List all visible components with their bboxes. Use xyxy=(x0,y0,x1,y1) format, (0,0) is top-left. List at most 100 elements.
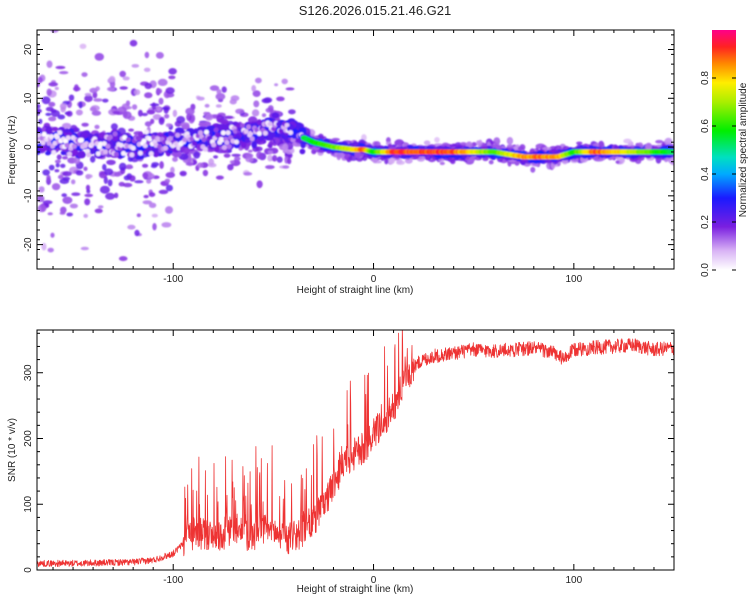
spectrogram-halo-cell xyxy=(186,113,192,121)
spectrogram-halo-cell xyxy=(103,176,108,184)
spectrogram-halo-cell xyxy=(132,104,138,110)
spectrogram-band-cell xyxy=(51,126,59,132)
spectrogram-halo-cell xyxy=(92,91,98,99)
spectrogram-ridge-cell xyxy=(201,137,207,143)
colorbar-tick-label: 0.6 xyxy=(700,119,711,133)
spectrogram-band-cell xyxy=(175,127,184,134)
spectrogram-band-cell xyxy=(77,150,86,159)
spectrogram-halo-cell xyxy=(45,112,52,116)
spectrogram-halo-cell xyxy=(143,194,149,199)
spectrogram-halo-cell xyxy=(216,89,222,95)
spectrogram-halo-cell xyxy=(71,179,76,185)
spectrogram-halo-cell xyxy=(47,212,53,216)
spectrogram-xtick-label: 100 xyxy=(565,274,582,285)
spectrogram-halo-cell xyxy=(255,77,262,84)
spectrogram-halo-cell xyxy=(288,109,296,115)
spectrogram-halo-cell xyxy=(227,164,234,171)
spectrogram-halo-cell xyxy=(165,87,175,94)
spectrogram-halo-cell xyxy=(114,171,121,177)
spectrogram-ytick-label: 10 xyxy=(23,92,34,104)
spectrogram-ridge-cell xyxy=(211,142,217,148)
spectrogram-halo-cell xyxy=(265,165,275,170)
colorbar-gradient xyxy=(712,30,736,270)
spectrogram-halo-cell xyxy=(245,153,254,159)
spectrogram-ridge-cell xyxy=(130,145,136,151)
spectrogram-halo-cell xyxy=(48,116,57,122)
spectrogram-halo-cell xyxy=(47,247,54,253)
spectrogram-ridge-cell xyxy=(137,150,143,156)
spectrogram-ridge-cell xyxy=(155,136,161,142)
spectrogram-halo-cell xyxy=(143,67,151,73)
spectrogram-halo-cell xyxy=(230,95,240,102)
spectrogram-halo-cell xyxy=(193,151,201,159)
spectrogram-halo-cell xyxy=(196,96,205,101)
spectrogram-band-cell xyxy=(94,133,100,138)
spectrogram-halo-cell xyxy=(95,86,100,91)
spectrogram-halo-cell xyxy=(151,213,158,218)
spectrogram-ridge-cell xyxy=(65,135,71,141)
spectrogram-ridge-cell xyxy=(121,150,126,156)
spectrogram-halo-cell xyxy=(144,121,152,127)
spectrogram-halo-cell xyxy=(619,158,625,162)
spectrogram-x-label: Height of straight line (km) xyxy=(297,285,414,296)
spectrogram-halo-cell xyxy=(144,82,153,90)
spectrogram-halo-cell xyxy=(267,105,274,112)
spectrogram-ridge-cell xyxy=(40,140,46,146)
spectrogram-halo-cell xyxy=(535,143,546,150)
spectrogram-halo-cell xyxy=(136,213,141,218)
spectrogram-band-cell xyxy=(299,148,306,155)
spectrogram-halo-cell xyxy=(150,118,155,125)
spectrogram-halo-cell xyxy=(281,78,288,85)
spectrogram-halo-cell xyxy=(256,151,263,160)
spectrogram-halo-cell xyxy=(110,123,118,131)
spectrogram-halo-cell xyxy=(156,88,163,94)
spectrogram-halo-cell xyxy=(54,169,60,173)
spectrogram-ridge-cell xyxy=(246,124,251,130)
spectrogram-halo-cell xyxy=(105,192,116,200)
spectrogram-ridge-cell xyxy=(141,138,147,144)
spectrogram-halo-cell xyxy=(141,112,148,117)
spectrogram-ridge-cell xyxy=(157,144,163,150)
spectrogram-halo-cell xyxy=(267,150,273,155)
spectrogram-band-cell xyxy=(354,150,362,159)
spectrogram-halo-cell xyxy=(439,161,445,166)
spectrogram-ridge-cell xyxy=(191,141,197,146)
spectrogram-halo-cell xyxy=(85,174,93,179)
spectrogram-halo-cell xyxy=(94,53,105,61)
snr-y-label: SNR (10 * v/v) xyxy=(7,418,18,482)
snr-ytick-label: 100 xyxy=(23,495,34,512)
snr-xtick-label: 0 xyxy=(371,575,377,586)
spectrogram-halo-cell xyxy=(287,158,292,165)
colorbar-tick-label: 0.8 xyxy=(700,71,711,85)
spectrogram-halo-cell xyxy=(85,184,91,191)
spectrogram-halo-cell xyxy=(664,137,673,146)
spectrogram-ridge-cell xyxy=(207,135,213,141)
spectrogram-halo-cell xyxy=(114,192,119,199)
colorbar-tick-label: 0.0 xyxy=(700,263,711,277)
spectrogram-halo-cell xyxy=(274,83,279,87)
spectrogram-halo-cell xyxy=(57,114,66,120)
spectrogram-halo-cell xyxy=(117,106,127,114)
spectrogram-ridge-cell xyxy=(118,142,124,148)
snr-x-label: Height of straight line (km) xyxy=(297,584,414,595)
spectrogram-halo-cell xyxy=(282,143,289,151)
colorbar: 0.0 0.2 0.4 0.6 0.8 Normalized spectral ampl… xyxy=(700,30,749,277)
spectrogram-band-cell xyxy=(60,150,67,156)
spectrogram-ridge-cell xyxy=(226,144,232,150)
spectrogram-halo-cell xyxy=(256,180,263,189)
spectrogram-halo-cell xyxy=(164,114,170,119)
spectrogram-halo-cell xyxy=(134,180,144,184)
spectrogram-halo-cell xyxy=(623,138,632,144)
spectrogram-halo-cell xyxy=(168,68,177,75)
spectrogram-halo-cell xyxy=(205,113,214,121)
spectrogram-halo-cell xyxy=(517,146,524,151)
spectrogram-band-cell xyxy=(271,112,280,119)
spectrogram-halo-cell xyxy=(144,92,153,99)
spectrogram-halo-cell xyxy=(55,162,60,168)
spectrogram-halo-cell xyxy=(215,93,226,101)
spectrogram-halo-cell xyxy=(488,160,494,165)
spectrogram-halo-cell xyxy=(118,256,128,262)
snr-ytick-label: 200 xyxy=(23,430,34,447)
spectrogram-halo-cell xyxy=(119,86,128,90)
